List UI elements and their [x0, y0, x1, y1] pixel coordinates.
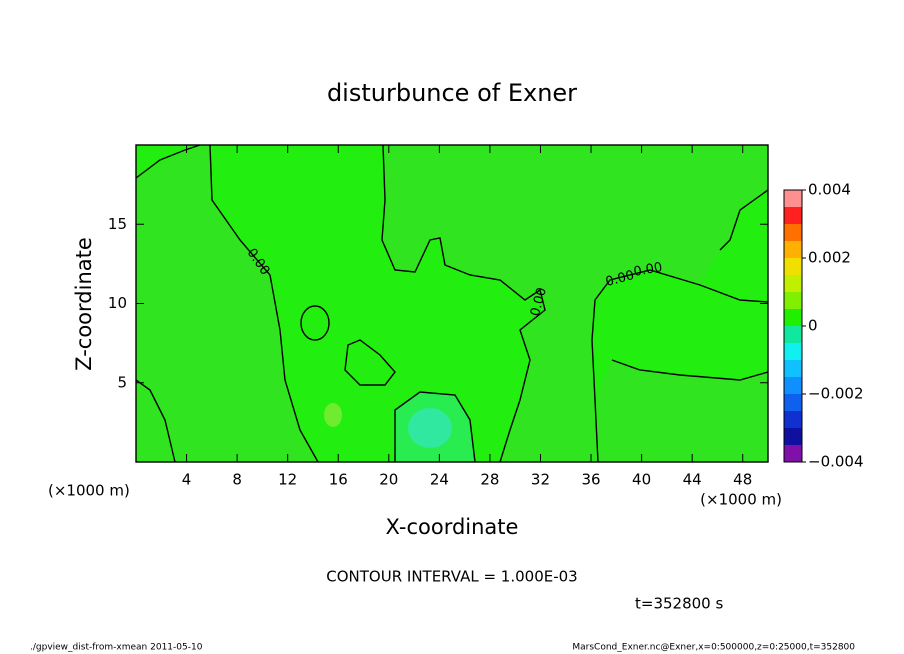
y-axis-label: Z-coordinate — [72, 237, 96, 371]
colorbar-band — [784, 326, 802, 343]
x-unit: (×1000 m) — [700, 491, 782, 509]
y-tick-label: 5 — [117, 373, 127, 391]
x-tick-label: 20 — [379, 471, 398, 489]
colorbar-tick-label: −0.002 — [808, 385, 864, 403]
colorbar-band — [784, 360, 802, 377]
colorbar-tick-label: 0 — [808, 317, 818, 335]
colorbar-band — [784, 292, 802, 309]
y-tick-label: 10 — [108, 294, 127, 312]
x-tick-label: 40 — [632, 471, 651, 489]
colorbar-tick-label: 0.002 — [808, 249, 851, 267]
x-tick-label: 16 — [329, 471, 348, 489]
colorbar-band — [784, 377, 802, 394]
colorbar-band — [784, 309, 802, 326]
colorbar-band — [784, 224, 802, 241]
footer: ./gpview_dist-from-xmean 2011-05-10 — [30, 643, 203, 653]
y-tick-label: 15 — [108, 215, 127, 233]
colorbar-band — [784, 190, 802, 207]
colorbar-band — [784, 241, 802, 258]
chart-title: disturbunce of Exner — [327, 79, 577, 107]
x-tick-label: 28 — [480, 471, 499, 489]
x-tick-label: 8 — [232, 471, 242, 489]
interval-note: CONTOUR INTERVAL = 1.000E-03 — [326, 568, 577, 586]
x-tick-label: 12 — [278, 471, 297, 489]
colorbar-band — [784, 428, 802, 445]
x-tick-label: 32 — [531, 471, 550, 489]
colorbar-band — [784, 445, 802, 462]
time-note: t=352800 s — [635, 595, 723, 613]
colorbar-band — [784, 258, 802, 275]
contour-label: 0.00 — [604, 268, 636, 290]
colorbar-band — [784, 207, 802, 224]
contour-lines — [135, 144, 769, 463]
colorbar-band — [784, 275, 802, 292]
colorbar-band — [784, 394, 802, 411]
colorbar-band — [784, 343, 802, 360]
x-tick-label: 44 — [683, 471, 702, 489]
contour-label: 0.00 — [632, 260, 663, 280]
x-tick-label: 4 — [182, 471, 192, 489]
colorbar-tick-label: −0.004 — [808, 453, 864, 471]
colorbar-tick-label: 0.004 — [808, 181, 851, 199]
x-tick-label: 48 — [733, 471, 752, 489]
field — [136, 145, 768, 462]
x-tick-label: 24 — [430, 471, 449, 489]
x-tick-label: 36 — [581, 471, 600, 489]
footer: MarsCond_Exner.nc@Exner,x=0:500000,z=0:2… — [572, 643, 855, 653]
contour-label: 0.00 — [528, 286, 550, 318]
x-axis-label: X-coordinate — [386, 515, 519, 539]
x-unit: (×1000 m) — [48, 482, 130, 500]
colorbar-band — [784, 411, 802, 428]
